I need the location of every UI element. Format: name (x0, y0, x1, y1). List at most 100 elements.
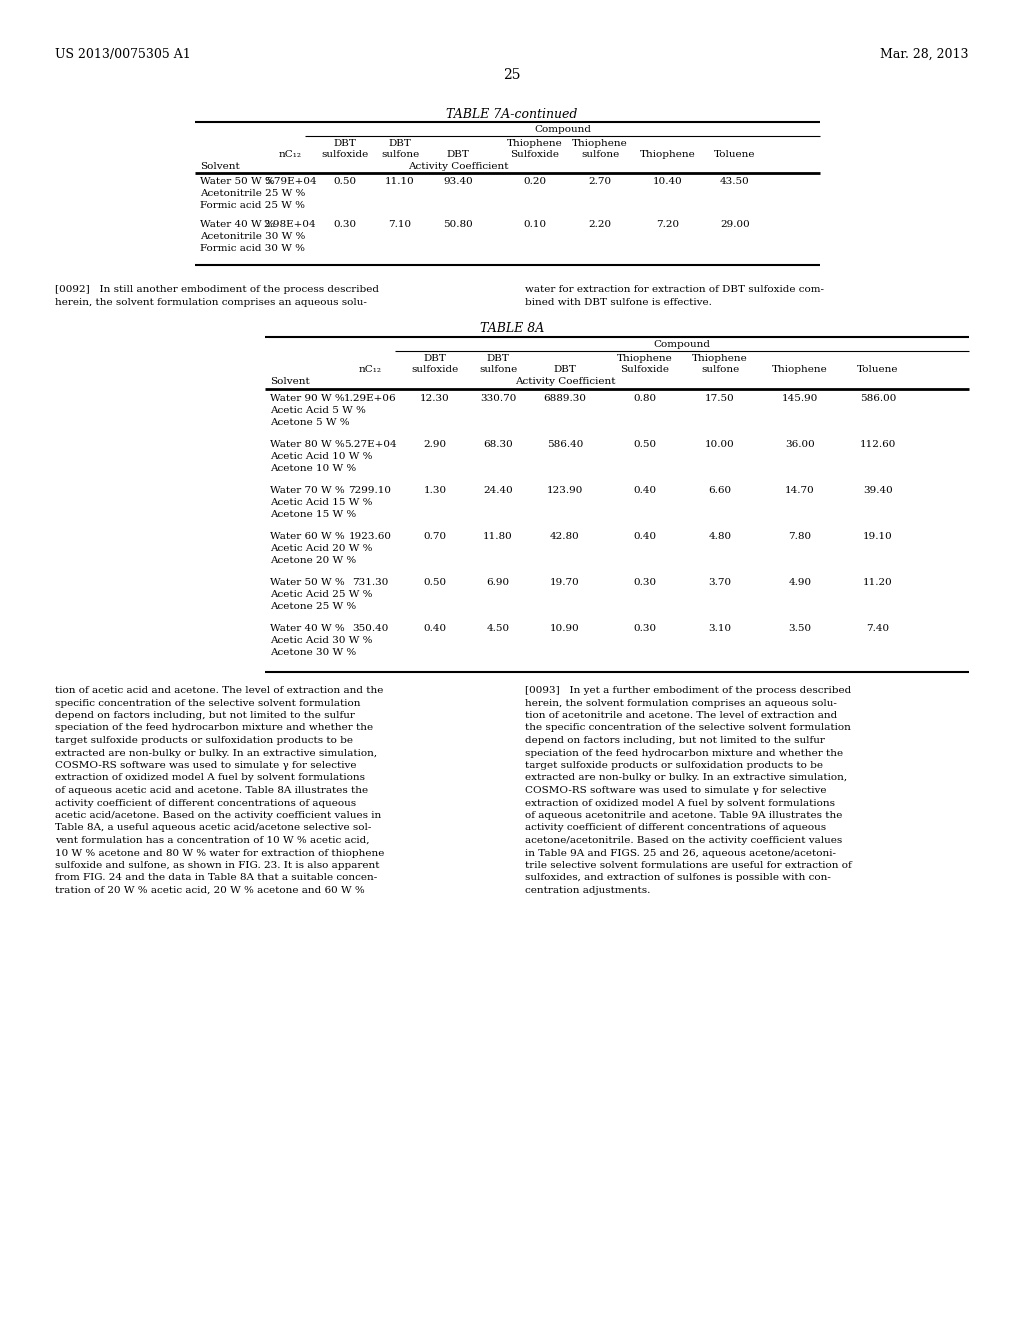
Text: activity coefficient of different concentrations of aqueous: activity coefficient of different concen… (525, 824, 826, 833)
Text: 123.90: 123.90 (547, 486, 584, 495)
Text: activity coefficient of different concentrations of aqueous: activity coefficient of different concen… (55, 799, 356, 808)
Text: 0.20: 0.20 (523, 177, 547, 186)
Text: Thiophene: Thiophene (507, 139, 563, 148)
Text: 25: 25 (503, 69, 521, 82)
Text: 4.80: 4.80 (709, 532, 731, 541)
Text: of aqueous acetic acid and acetone. Table 8A illustrates the: of aqueous acetic acid and acetone. Tabl… (55, 785, 368, 795)
Text: 0.40: 0.40 (634, 486, 656, 495)
Text: speciation of the feed hydrocarbon mixture and whether the: speciation of the feed hydrocarbon mixtu… (525, 748, 843, 758)
Text: target sulfoxide products or sulfoxidation products to be: target sulfoxide products or sulfoxidati… (55, 737, 353, 744)
Text: extracted are non-bulky or bulky. In an extractive simulation,: extracted are non-bulky or bulky. In an … (525, 774, 847, 783)
Text: Acetic Acid 10 W %: Acetic Acid 10 W % (270, 451, 373, 461)
Text: 5.27E+04: 5.27E+04 (344, 440, 396, 449)
Text: tration of 20 W % acetic acid, 20 W % acetone and 60 W %: tration of 20 W % acetic acid, 20 W % ac… (55, 886, 365, 895)
Text: 29.00: 29.00 (720, 220, 750, 228)
Text: of aqueous acetonitrile and acetone. Table 9A illustrates the: of aqueous acetonitrile and acetone. Tab… (525, 810, 843, 820)
Text: Thiophene: Thiophene (572, 139, 628, 148)
Text: 4.90: 4.90 (788, 578, 812, 587)
Text: [0093]   In yet a further embodiment of the process described: [0093] In yet a further embodiment of th… (525, 686, 851, 696)
Text: Compound: Compound (653, 341, 711, 348)
Text: 7.10: 7.10 (388, 220, 412, 228)
Text: Acetone 25 W %: Acetone 25 W % (270, 602, 356, 611)
Text: TABLE 7A-continued: TABLE 7A-continued (446, 108, 578, 121)
Text: sulfone: sulfone (581, 150, 620, 158)
Text: Activity Coefficient: Activity Coefficient (515, 378, 615, 385)
Text: herein, the solvent formulation comprises an aqueous solu-: herein, the solvent formulation comprise… (55, 298, 367, 308)
Text: Thiophene: Thiophene (617, 354, 673, 363)
Text: 6889.30: 6889.30 (544, 393, 587, 403)
Text: 24.40: 24.40 (483, 486, 513, 495)
Text: Acetone 30 W %: Acetone 30 W % (270, 648, 356, 657)
Text: 3.10: 3.10 (709, 624, 731, 634)
Text: 2.70: 2.70 (589, 177, 611, 186)
Text: Thiophene: Thiophene (640, 150, 696, 158)
Text: Water 50 W %: Water 50 W % (200, 177, 274, 186)
Text: target sulfoxide products or sulfoxidation products to be: target sulfoxide products or sulfoxidati… (525, 762, 823, 770)
Text: Acetone 20 W %: Acetone 20 W % (270, 556, 356, 565)
Text: 0.40: 0.40 (424, 624, 446, 634)
Text: 586.40: 586.40 (547, 440, 584, 449)
Text: Thiophene: Thiophene (692, 354, 748, 363)
Text: 0.50: 0.50 (634, 440, 656, 449)
Text: Table 8A, a useful aqueous acetic acid/acetone selective sol-: Table 8A, a useful aqueous acetic acid/a… (55, 824, 372, 833)
Text: COSMO-RS software was used to simulate γ for selective: COSMO-RS software was used to simulate γ… (525, 785, 826, 795)
Text: 0.50: 0.50 (424, 578, 446, 587)
Text: 12.30: 12.30 (420, 393, 450, 403)
Text: depend on factors including, but not limited to the sulfur: depend on factors including, but not lim… (525, 737, 825, 744)
Text: 6.90: 6.90 (486, 578, 510, 587)
Text: 0.40: 0.40 (634, 532, 656, 541)
Text: Acetic Acid 30 W %: Acetic Acid 30 W % (270, 636, 373, 645)
Text: extraction of oxidized model A fuel by solvent formulations: extraction of oxidized model A fuel by s… (55, 774, 365, 783)
Text: Water 40 W %: Water 40 W % (200, 220, 274, 228)
Text: [0092]   In still another embodiment of the process described: [0092] In still another embodiment of th… (55, 285, 379, 294)
Text: sulfoxides, and extraction of sulfones is possible with con-: sulfoxides, and extraction of sulfones i… (525, 874, 830, 883)
Text: 2.90: 2.90 (424, 440, 446, 449)
Text: Solvent: Solvent (200, 162, 240, 172)
Text: 2.20: 2.20 (589, 220, 611, 228)
Text: 4.50: 4.50 (486, 624, 510, 634)
Text: extraction of oxidized model A fuel by solvent formulations: extraction of oxidized model A fuel by s… (525, 799, 835, 808)
Text: Toluene: Toluene (857, 366, 899, 374)
Text: Water 90 W %: Water 90 W % (270, 393, 345, 403)
Text: tion of acetic acid and acetone. The level of extraction and the: tion of acetic acid and acetone. The lev… (55, 686, 383, 696)
Text: Acetic Acid 25 W %: Acetic Acid 25 W % (270, 590, 373, 599)
Text: water for extraction for extraction of DBT sulfoxide com-: water for extraction for extraction of D… (525, 285, 824, 294)
Text: 731.30: 731.30 (352, 578, 388, 587)
Text: sulfone: sulfone (479, 366, 517, 374)
Text: Thiophene: Thiophene (772, 366, 827, 374)
Text: 10.40: 10.40 (653, 177, 683, 186)
Text: TABLE 8A: TABLE 8A (480, 322, 544, 335)
Text: 3.70: 3.70 (709, 578, 731, 587)
Text: 1.29E+06: 1.29E+06 (344, 393, 396, 403)
Text: Mar. 28, 2013: Mar. 28, 2013 (881, 48, 969, 61)
Text: Water 50 W %: Water 50 W % (270, 578, 345, 587)
Text: 7.40: 7.40 (866, 624, 890, 634)
Text: Activity Coefficient: Activity Coefficient (408, 162, 508, 172)
Text: DBT: DBT (486, 354, 509, 363)
Text: Acetonitrile 30 W %: Acetonitrile 30 W % (200, 232, 305, 242)
Text: US 2013/0075305 A1: US 2013/0075305 A1 (55, 48, 190, 61)
Text: Toluene: Toluene (715, 150, 756, 158)
Text: acetic acid/acetone. Based on the activity coefficient values in: acetic acid/acetone. Based on the activi… (55, 810, 381, 820)
Text: Formic acid 25 W %: Formic acid 25 W % (200, 201, 305, 210)
Text: 11.10: 11.10 (385, 177, 415, 186)
Text: 50.80: 50.80 (443, 220, 473, 228)
Text: the specific concentration of the selective solvent formulation: the specific concentration of the select… (525, 723, 851, 733)
Text: extracted are non-bulky or bulky. In an extractive simulation,: extracted are non-bulky or bulky. In an … (55, 748, 377, 758)
Text: 14.70: 14.70 (785, 486, 815, 495)
Text: 10.00: 10.00 (706, 440, 735, 449)
Text: 10.90: 10.90 (550, 624, 580, 634)
Text: Compound: Compound (534, 125, 591, 135)
Text: speciation of the feed hydrocarbon mixture and whether the: speciation of the feed hydrocarbon mixtu… (55, 723, 373, 733)
Text: 93.40: 93.40 (443, 177, 473, 186)
Text: 39.40: 39.40 (863, 486, 893, 495)
Text: vent formulation has a concentration of 10 W % acetic acid,: vent formulation has a concentration of … (55, 836, 370, 845)
Text: bined with DBT sulfone is effective.: bined with DBT sulfone is effective. (525, 298, 712, 308)
Text: nC₁₂: nC₁₂ (358, 366, 382, 374)
Text: DBT: DBT (388, 139, 412, 148)
Text: 43.50: 43.50 (720, 177, 750, 186)
Text: Water 80 W %: Water 80 W % (270, 440, 345, 449)
Text: Acetone 15 W %: Acetone 15 W % (270, 510, 356, 519)
Text: Water 60 W %: Water 60 W % (270, 532, 345, 541)
Text: 350.40: 350.40 (352, 624, 388, 634)
